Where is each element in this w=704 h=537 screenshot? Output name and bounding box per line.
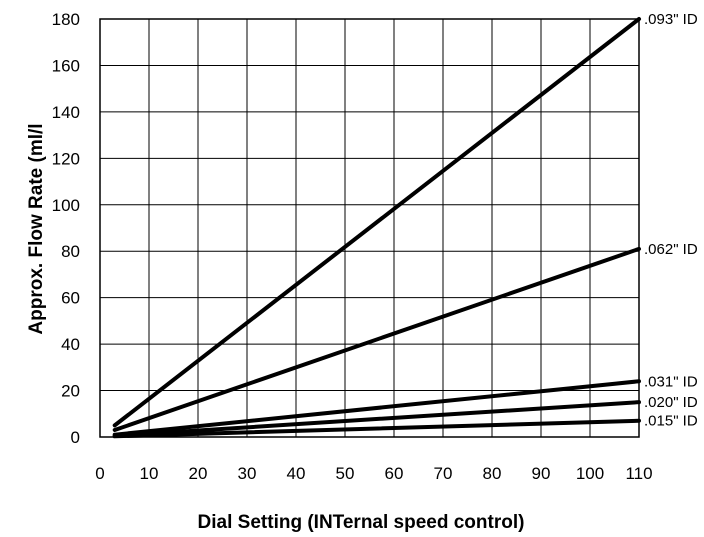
y-tick-label: 0: [71, 428, 80, 447]
series-lines: [112, 17, 641, 439]
x-tick-label: 100: [576, 464, 604, 483]
x-tick-label: 60: [385, 464, 404, 483]
y-tick-label: 140: [52, 103, 80, 122]
series-label: .031" ID: [644, 373, 698, 390]
x-tick-label: 20: [189, 464, 208, 483]
y-tick-label: 180: [52, 10, 80, 29]
x-tick-labels: 0 10 20 30 40 50 60 70 80 90 100 110: [95, 464, 652, 483]
x-tick-label: 30: [238, 464, 257, 483]
series-line: [112, 400, 641, 438]
series-line: [112, 379, 641, 437]
series-line: [112, 246, 641, 433]
series-line: [112, 418, 641, 439]
series-line: [112, 17, 641, 428]
plot-frame: [99, 18, 640, 438]
series-label: .020" ID: [644, 394, 698, 411]
x-tick-label: 10: [140, 464, 159, 483]
series-label: .015" ID: [644, 413, 698, 430]
y-tick-label: 120: [52, 149, 80, 168]
x-tick-label: 40: [287, 464, 306, 483]
x-tick-label: 110: [625, 464, 652, 483]
x-tick-label: 90: [532, 464, 551, 483]
y-tick-label: 40: [61, 335, 80, 354]
series-label: .093" ID: [644, 11, 698, 28]
y-tick-label: 60: [61, 289, 80, 308]
y-tick-label: 20: [61, 382, 80, 401]
x-tick-label: 70: [434, 464, 453, 483]
y-tick-labels: 0 20 40 60 80 100 120 140 160 180: [52, 10, 80, 447]
x-tick-label: 0: [95, 464, 104, 483]
y-tick-label: 80: [61, 242, 80, 261]
plot-border: [99, 18, 640, 438]
x-tick-label: 80: [483, 464, 502, 483]
y-axis-title: Approx. Flow Rate (ml/l: [26, 123, 47, 334]
x-axis-title: Dial Setting (INTernal speed control): [198, 512, 525, 533]
series-labels: .093" ID .062" ID .031" ID .020" ID .015" ID: [644, 11, 698, 430]
x-tick-label: 50: [336, 464, 355, 483]
y-tick-label: 160: [52, 56, 80, 75]
y-tick-label: 100: [52, 196, 80, 215]
series-label: .062" ID: [644, 241, 698, 258]
